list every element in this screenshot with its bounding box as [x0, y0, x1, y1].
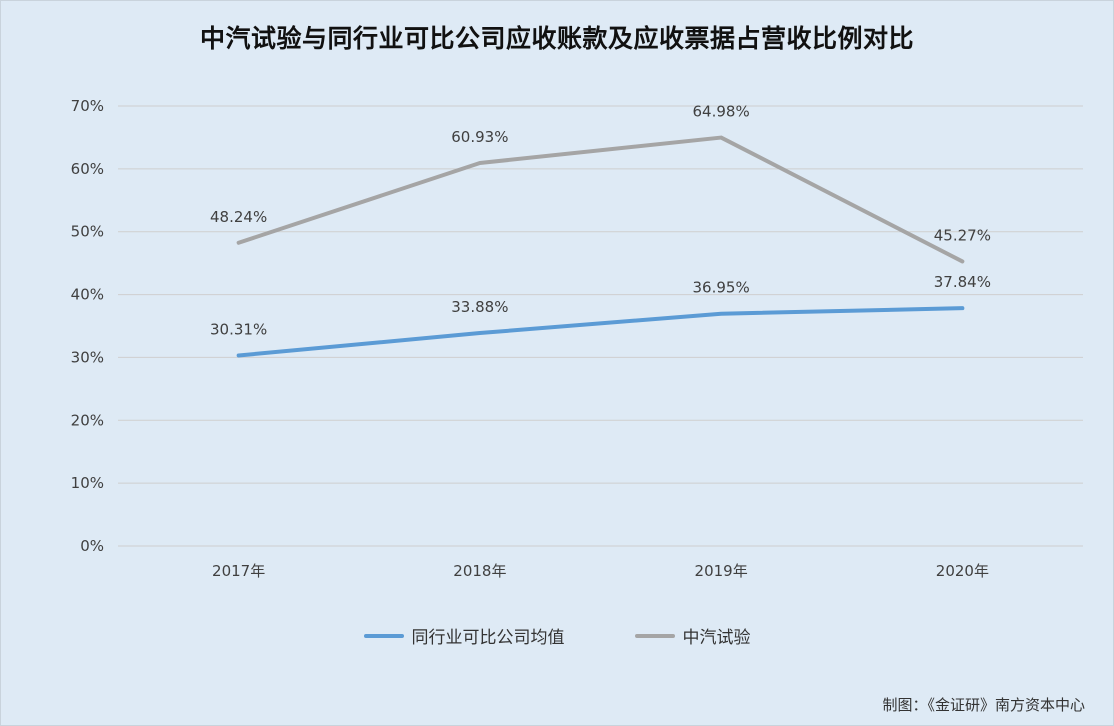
series-line-1	[236, 135, 965, 264]
y-axis-ticks: 0% 10% 20% 30% 40% 50% 60% 70%	[71, 97, 104, 555]
data-label: 60.93%	[451, 128, 508, 146]
legend-label: 同行业可比公司均值	[411, 628, 565, 648]
y-tick-label: 50%	[71, 223, 104, 241]
data-label: 45.27%	[934, 226, 991, 244]
data-label: 48.24%	[210, 208, 267, 226]
legend-item-zhongqi: 中汽试验	[634, 623, 751, 648]
data-label: 36.95%	[693, 279, 750, 297]
x-tick-label: 2018年	[453, 562, 506, 580]
y-tick-label: 70%	[71, 97, 104, 115]
y-tick-label: 10%	[71, 474, 104, 492]
chart-title: 中汽试验与同行业可比公司应收账款及应收票据占营收比例对比	[199, 24, 914, 53]
x-tick-label: 2017年	[212, 562, 265, 580]
x-tick-label: 2020年	[936, 562, 989, 580]
legend: 同行业可比公司均值 中汽试验	[1, 623, 1113, 648]
source-credit: 制图：《金证研》南方资本中心	[882, 696, 1085, 714]
gridlines	[118, 105, 1083, 547]
x-axis-ticks: 2017年 2018年 2019年 2020年	[212, 562, 989, 580]
series-lines	[236, 135, 965, 358]
y-tick-label: 30%	[71, 348, 104, 366]
data-labels: 30.31% 33.88% 36.95% 37.84% 48.24% 60.93% 64.9…	[210, 103, 991, 339]
legend-label: 中汽试验	[682, 628, 751, 648]
data-label: 37.84%	[934, 273, 991, 291]
y-tick-label: 20%	[71, 411, 104, 429]
data-label: 64.98%	[693, 103, 750, 121]
legend-swatch-blue	[363, 633, 404, 638]
y-tick-label: 40%	[71, 286, 104, 304]
data-label: 33.88%	[451, 298, 508, 316]
series-line-0	[236, 306, 965, 358]
y-tick-label: 60%	[71, 160, 104, 178]
data-label: 30.31%	[210, 320, 267, 338]
legend-item-industry-average: 同行业可比公司均值	[363, 623, 565, 648]
legend-swatch-gray	[634, 633, 675, 638]
x-tick-label: 2019年	[695, 562, 748, 580]
y-tick-label: 0%	[80, 537, 104, 555]
